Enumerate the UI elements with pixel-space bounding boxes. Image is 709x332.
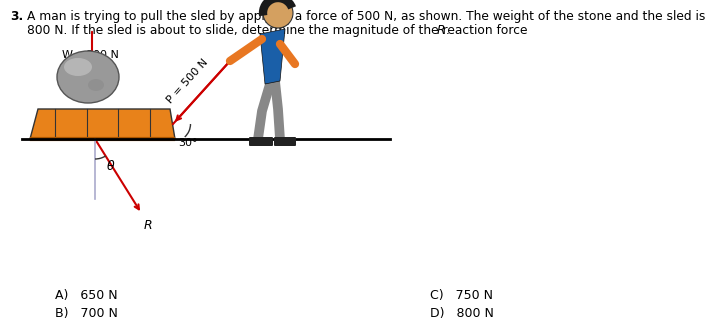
Text: D)   800 N: D) 800 N — [430, 307, 494, 320]
Text: θ: θ — [107, 160, 115, 174]
Circle shape — [263, 0, 293, 28]
Text: .: . — [446, 24, 450, 37]
Ellipse shape — [64, 58, 92, 76]
Text: C)   750 N: C) 750 N — [430, 290, 493, 302]
Text: A man is trying to pull the sled by applying a force of 500 N, as shown. The wei: A man is trying to pull the sled by appl… — [27, 10, 705, 23]
Text: B)   700 N: B) 700 N — [55, 307, 118, 320]
Ellipse shape — [88, 79, 104, 91]
FancyBboxPatch shape — [274, 137, 296, 146]
Text: W= 800 N: W= 800 N — [62, 50, 119, 60]
Polygon shape — [30, 109, 175, 139]
Text: P = 500 N: P = 500 N — [165, 57, 211, 105]
FancyBboxPatch shape — [249, 137, 273, 146]
Text: A)   650 N: A) 650 N — [55, 290, 118, 302]
Text: 800 N. If the sled is about to slide, determine the magnitude of the reaction fo: 800 N. If the sled is about to slide, de… — [27, 24, 531, 37]
Text: 3.: 3. — [10, 10, 23, 23]
Ellipse shape — [57, 51, 119, 103]
Text: 30°: 30° — [178, 138, 198, 148]
Polygon shape — [260, 29, 285, 84]
Text: R: R — [437, 24, 445, 37]
Text: R: R — [144, 219, 152, 232]
